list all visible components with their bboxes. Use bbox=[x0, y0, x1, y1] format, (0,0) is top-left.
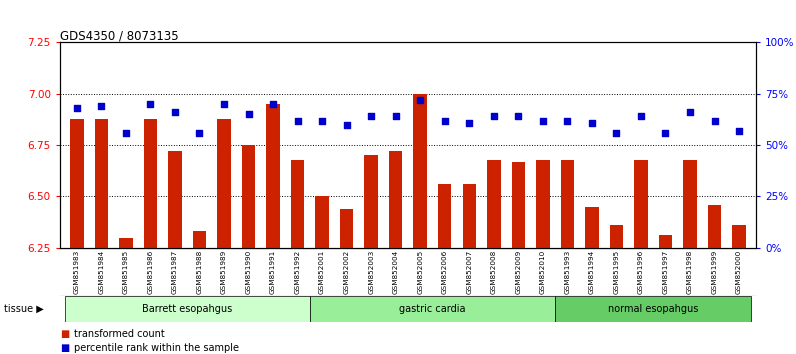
Point bbox=[659, 130, 672, 136]
Bar bbox=[438, 184, 451, 248]
Point bbox=[512, 114, 525, 119]
Text: GSM851992: GSM851992 bbox=[295, 250, 301, 295]
Point bbox=[610, 130, 622, 136]
Point bbox=[439, 118, 451, 123]
Bar bbox=[610, 225, 623, 248]
Point bbox=[267, 101, 279, 107]
Text: ■: ■ bbox=[60, 329, 69, 339]
Bar bbox=[413, 94, 427, 248]
Text: GSM852000: GSM852000 bbox=[736, 250, 742, 295]
Bar bbox=[217, 119, 231, 248]
Text: GSM851989: GSM851989 bbox=[221, 250, 227, 295]
Text: GSM851995: GSM851995 bbox=[614, 250, 619, 295]
Point bbox=[561, 118, 574, 123]
Text: GSM852008: GSM852008 bbox=[491, 250, 497, 295]
Point bbox=[414, 97, 427, 103]
Text: GSM852007: GSM852007 bbox=[466, 250, 472, 295]
Text: GSM851986: GSM851986 bbox=[147, 250, 154, 295]
Text: GSM851997: GSM851997 bbox=[662, 250, 669, 295]
Bar bbox=[95, 119, 108, 248]
Point bbox=[487, 114, 500, 119]
Text: tissue ▶: tissue ▶ bbox=[4, 304, 44, 314]
Bar bbox=[683, 160, 696, 248]
Bar bbox=[555, 296, 751, 322]
Point bbox=[586, 120, 599, 125]
Bar bbox=[708, 205, 721, 248]
Text: GDS4350 / 8073135: GDS4350 / 8073135 bbox=[60, 29, 178, 42]
Bar bbox=[119, 238, 133, 248]
Point bbox=[389, 114, 402, 119]
Point bbox=[463, 120, 476, 125]
Text: GSM852009: GSM852009 bbox=[515, 250, 521, 295]
Point bbox=[217, 101, 230, 107]
Point bbox=[365, 114, 377, 119]
Bar bbox=[536, 160, 549, 248]
Bar bbox=[144, 119, 157, 248]
Bar bbox=[659, 235, 672, 248]
Text: GSM851987: GSM851987 bbox=[172, 250, 178, 295]
Bar bbox=[487, 160, 501, 248]
Point bbox=[732, 128, 745, 133]
Text: GSM851991: GSM851991 bbox=[270, 250, 276, 295]
Text: ■: ■ bbox=[60, 343, 69, 353]
Point bbox=[684, 109, 696, 115]
Bar bbox=[267, 104, 280, 248]
Text: GSM852002: GSM852002 bbox=[344, 250, 349, 295]
Text: GSM852003: GSM852003 bbox=[369, 250, 374, 295]
Text: GSM852001: GSM852001 bbox=[319, 250, 325, 295]
Point bbox=[634, 114, 647, 119]
Point bbox=[242, 112, 255, 117]
Text: GSM851994: GSM851994 bbox=[589, 250, 595, 295]
Bar bbox=[560, 160, 574, 248]
Bar bbox=[168, 151, 181, 248]
Bar bbox=[242, 145, 256, 248]
Bar bbox=[340, 209, 353, 248]
Point bbox=[291, 118, 304, 123]
Text: GSM851983: GSM851983 bbox=[74, 250, 80, 295]
Bar bbox=[585, 207, 599, 248]
Text: transformed count: transformed count bbox=[74, 329, 165, 339]
Point bbox=[708, 118, 721, 123]
Text: GSM852006: GSM852006 bbox=[442, 250, 447, 295]
Point bbox=[340, 122, 353, 127]
Text: GSM851984: GSM851984 bbox=[99, 250, 104, 295]
Text: GSM852004: GSM852004 bbox=[392, 250, 399, 295]
Point bbox=[95, 103, 107, 109]
Text: GSM851998: GSM851998 bbox=[687, 250, 693, 295]
Bar bbox=[462, 184, 476, 248]
Text: GSM851985: GSM851985 bbox=[123, 250, 129, 295]
Text: gastric cardia: gastric cardia bbox=[400, 304, 466, 314]
Bar bbox=[64, 296, 310, 322]
Text: GSM852005: GSM852005 bbox=[417, 250, 423, 295]
Bar bbox=[70, 119, 84, 248]
Point bbox=[144, 101, 157, 107]
Text: GSM851993: GSM851993 bbox=[564, 250, 571, 295]
Bar bbox=[389, 151, 403, 248]
Point bbox=[193, 130, 206, 136]
Bar bbox=[291, 160, 304, 248]
Bar bbox=[310, 296, 555, 322]
Bar bbox=[365, 155, 378, 248]
Point bbox=[71, 105, 84, 111]
Point bbox=[169, 109, 181, 115]
Text: GSM851990: GSM851990 bbox=[245, 250, 252, 295]
Bar bbox=[634, 160, 648, 248]
Text: GSM851988: GSM851988 bbox=[197, 250, 202, 295]
Bar bbox=[732, 225, 746, 248]
Text: Barrett esopahgus: Barrett esopahgus bbox=[142, 304, 232, 314]
Text: GSM851999: GSM851999 bbox=[712, 250, 717, 295]
Bar bbox=[315, 196, 329, 248]
Bar bbox=[193, 232, 206, 248]
Text: GSM852010: GSM852010 bbox=[540, 250, 546, 295]
Point bbox=[537, 118, 549, 123]
Text: percentile rank within the sample: percentile rank within the sample bbox=[74, 343, 239, 353]
Bar bbox=[512, 161, 525, 248]
Text: normal esopahgus: normal esopahgus bbox=[608, 304, 698, 314]
Point bbox=[316, 118, 329, 123]
Point bbox=[119, 130, 132, 136]
Text: GSM851996: GSM851996 bbox=[638, 250, 644, 295]
